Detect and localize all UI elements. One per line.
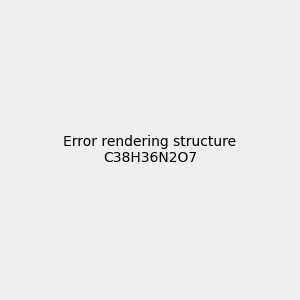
Text: Error rendering structure
C38H36N2O7: Error rendering structure C38H36N2O7: [63, 135, 237, 165]
